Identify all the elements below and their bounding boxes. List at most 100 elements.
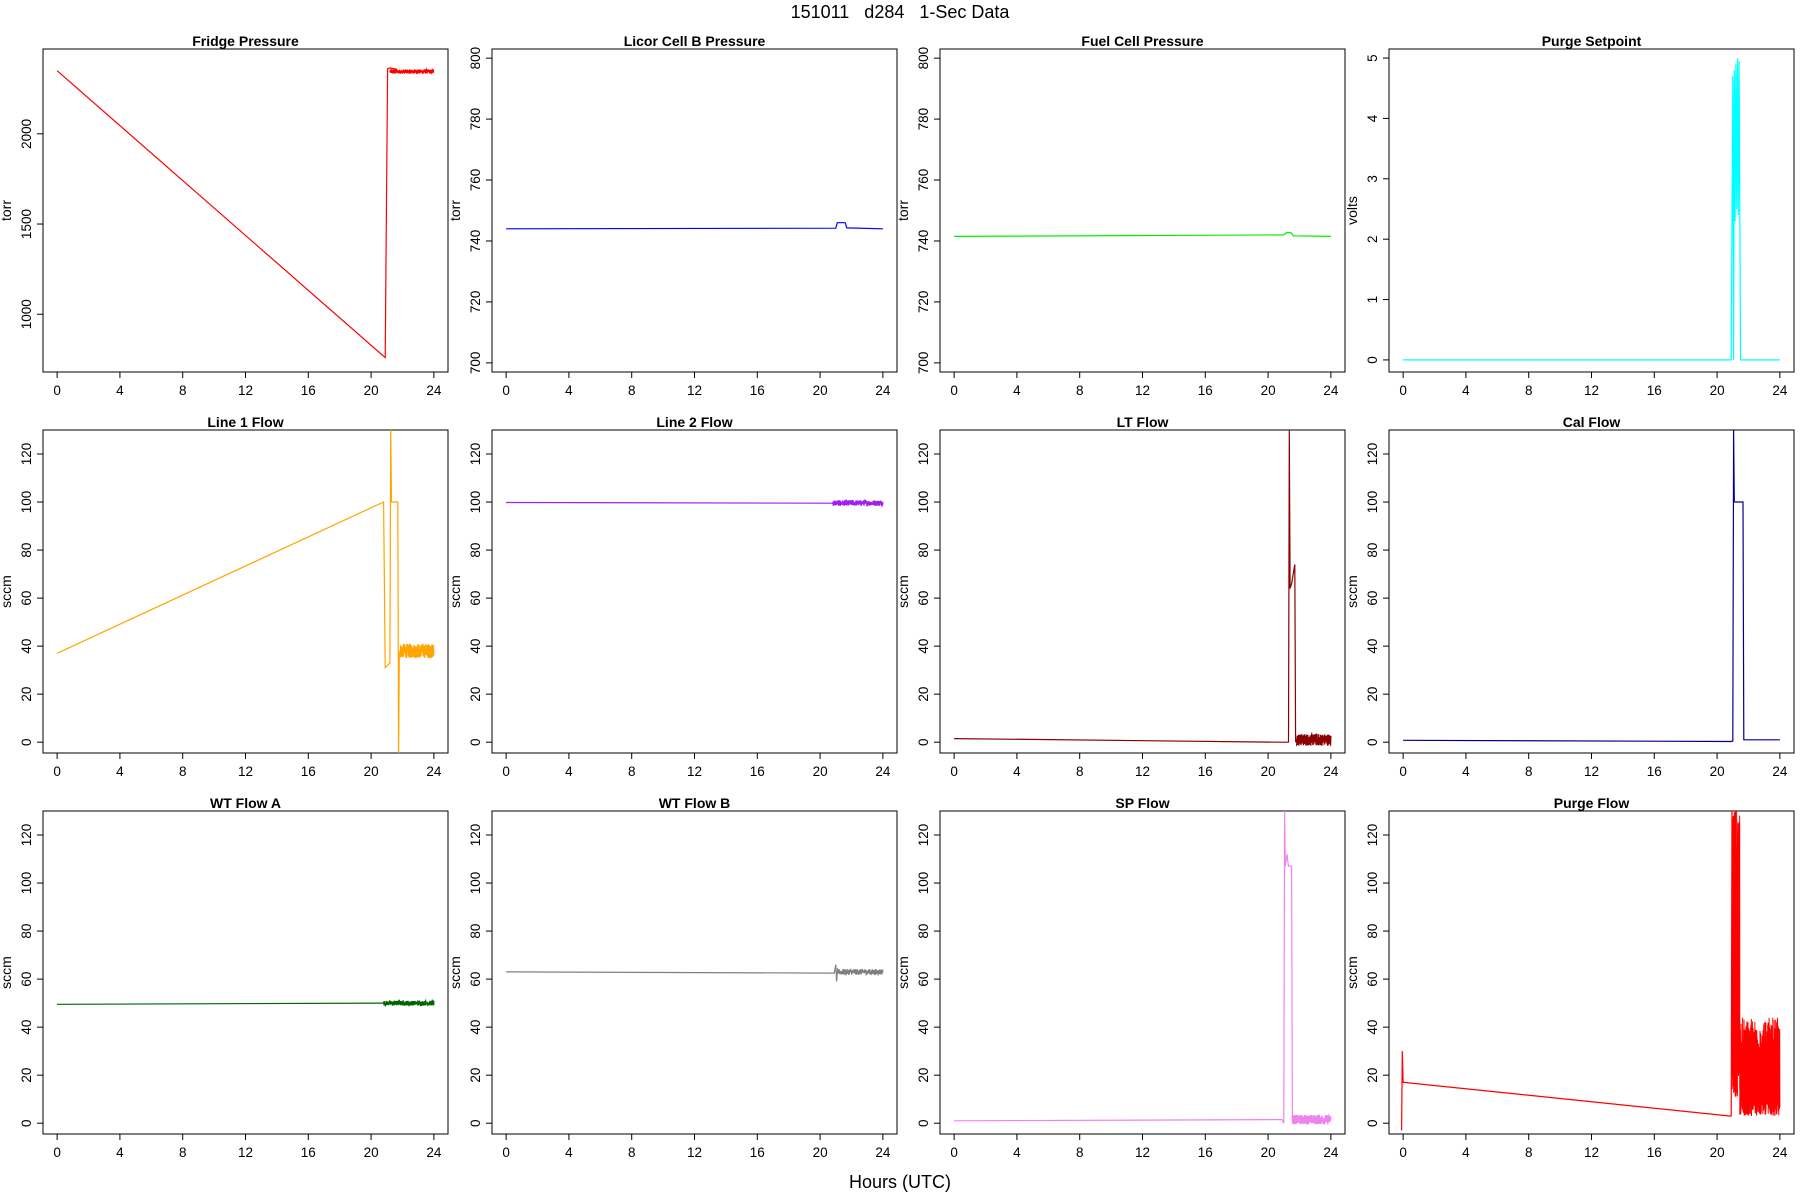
x-tick-label: 12 [1135,1145,1150,1160]
y-tick-label: 700 [468,352,483,375]
data-layer [57,998,435,1008]
x-tick-label: 16 [301,1145,316,1160]
x-tick-label: 0 [502,1145,510,1160]
y-tick-label: 100 [1365,491,1380,514]
x-tick-label: 24 [1323,383,1339,398]
figure-title: 151011 d284 1-Sec Data [790,2,1010,22]
x-tick-label: 8 [1525,383,1533,398]
x-tick-label: 0 [1399,1145,1407,1160]
x-tick-label: 4 [116,1145,124,1160]
x-tick-label: 20 [1710,764,1725,779]
y-axis-label: sccm [1344,575,1360,608]
y-tick-label: 800 [468,47,483,70]
x-tick-label: 24 [1323,764,1339,779]
y-tick-label: 40 [1365,1020,1380,1035]
panel-9: WT Flow A 0 4 8 12 16 20 24 0 20 40 60 80 100 120 sccm [0,795,449,1160]
panel-2: Licor Cell B Pressure 0 4 8 12 16 20 24 700 720 74… [447,33,898,398]
series-noise [1731,811,1741,1097]
x-tick-label: 16 [1647,1145,1662,1160]
series-line [506,964,883,982]
y-tick-label: 0 [19,738,34,746]
y-tick-label: 80 [1365,924,1380,939]
plot-frame [42,810,449,1135]
y-tick-label: 120 [1365,824,1380,847]
y-tick-label: 40 [468,1020,483,1035]
plot-frame [939,48,1346,373]
y-axis-label: sccm [895,575,911,608]
x-tick-label: 16 [750,383,765,398]
y-tick-label: 120 [916,443,931,466]
series-line [954,430,1331,743]
y-tick-label: 1 [1365,296,1380,304]
y-tick-label: 60 [19,972,34,987]
plot-frame [491,429,898,754]
panel-6: Line 2 Flow 0 4 8 12 16 20 24 0 20 40 60 80 100 120 scc… [447,414,898,779]
y-tick-label: 60 [1365,591,1380,606]
x-tick-label: 8 [1076,764,1084,779]
data-layer [1400,811,1781,1131]
y-tick-label: 800 [916,47,931,70]
y-axis-label: sccm [0,575,14,608]
x-tick-label: 24 [875,383,891,398]
x-tick-label: 16 [750,764,765,779]
y-tick-label: 0 [468,1119,483,1127]
x-tick-label: 4 [1013,1145,1021,1160]
x-tick-label: 12 [1584,383,1599,398]
x-tick-label: 0 [950,764,958,779]
y-tick-label: 740 [916,230,931,253]
y-axis-label: torr [895,200,911,221]
x-axis-title: Hours (UTC) [849,1172,951,1192]
x-tick-label: 4 [116,383,124,398]
y-tick-label: 5 [1365,54,1380,62]
x-tick-label: 8 [179,383,187,398]
x-tick-label: 16 [301,383,316,398]
panel-title: SP Flow [1115,795,1169,811]
x-tick-label: 20 [1261,764,1276,779]
y-tick-label: 60 [19,591,34,606]
x-tick-label: 24 [426,383,442,398]
y-tick-label: 60 [468,972,483,987]
y-tick-label: 120 [468,443,483,466]
x-tick-label: 0 [502,383,510,398]
y-tick-label: 100 [19,491,34,514]
x-tick-label: 24 [1772,1145,1788,1160]
data-layer [506,222,883,230]
y-tick-label: 120 [916,824,931,847]
y-axis-label: volts [1344,196,1360,225]
panel-title: Fridge Pressure [192,33,299,49]
x-tick-label: 16 [1647,764,1662,779]
x-tick-label: 4 [1462,383,1470,398]
y-tick-label: 720 [916,291,931,314]
x-tick-label: 12 [687,1145,702,1160]
y-tick-label: 20 [19,1068,34,1083]
series-noise [398,643,435,659]
panel-11: SP Flow 0 4 8 12 16 20 24 0 20 40 60 80 100 120 sccm [895,795,1346,1160]
plot-frame [491,48,898,373]
series-line [1403,58,1780,361]
x-tick-label: 24 [1772,383,1788,398]
y-tick-label: 0 [468,738,483,746]
y-tick-label: 20 [1365,1068,1380,1083]
series-noise [1739,1017,1781,1117]
x-tick-label: 20 [1261,1145,1276,1160]
x-tick-label: 0 [53,764,61,779]
x-tick-label: 24 [1323,1145,1339,1160]
y-tick-label: 100 [468,872,483,895]
x-tick-label: 8 [1525,764,1533,779]
x-tick-label: 8 [1076,383,1084,398]
y-tick-label: 80 [1365,543,1380,558]
panel-title: Licor Cell B Pressure [624,33,766,49]
data-layer [506,498,884,508]
panel-5: Line 1 Flow 0 4 8 12 16 20 24 0 20 40 60 80 100 120 scc… [0,414,449,779]
data-layer [954,231,1331,237]
panel-8: Cal Flow 0 4 8 12 16 20 24 0 20 40 60 80 100 120 sccm [1344,414,1795,779]
y-tick-label: 120 [19,824,34,847]
panel-title: Fuel Cell Pressure [1081,33,1203,49]
x-tick-label: 20 [364,1145,379,1160]
y-tick-label: 700 [916,352,931,375]
y-axis-label: torr [0,200,14,221]
y-tick-label: 40 [19,1020,34,1035]
x-tick-label: 8 [1076,1145,1084,1160]
y-tick-label: 2 [1365,235,1380,243]
x-tick-label: 4 [1013,383,1021,398]
